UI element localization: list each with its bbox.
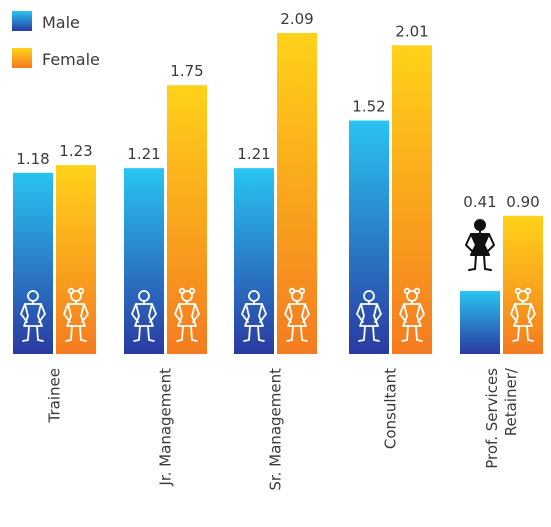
bar-male-2	[234, 168, 274, 354]
stick-figure-male-icon-0	[20, 290, 46, 342]
category-label-4: Retainer/Prof. Services	[483, 367, 520, 469]
bar-male-1	[124, 168, 164, 354]
category-label-2: Sr. Management	[267, 368, 285, 491]
category-label-0: Trainee	[46, 368, 64, 423]
legend: Male Female	[12, 11, 100, 69]
stick-figure-black-icon-4	[465, 219, 495, 271]
stick-figure-male-icon-2	[241, 290, 267, 342]
bar-male-4	[460, 291, 500, 354]
category-labels-group: Trainee Jr. Management Sr. Management Consu…	[46, 367, 521, 491]
legend-label-male: Male	[42, 13, 80, 32]
category-label-0-line-0: Trainee	[46, 368, 64, 423]
category-label-4-line-0: Retainer/	[502, 367, 520, 436]
value-labels-group: 1.18 1.23 1.21 1.75 1.21 2.09 1.52 2.01 0.41 0.90	[16, 10, 539, 211]
value-label-female-2: 2.09	[280, 10, 313, 28]
bar-male-0	[13, 172, 53, 354]
category-label-3-line-0: Consultant	[382, 368, 400, 449]
category-label-4-line-1: Prof. Services	[483, 368, 501, 469]
value-label-male-4: 0.41	[463, 193, 496, 211]
bar-female-2	[277, 33, 317, 354]
category-label-1-line-0: Jr. Management	[157, 368, 175, 487]
bar-female-4	[503, 215, 543, 354]
category-label-1: Jr. Management	[157, 368, 175, 487]
legend-item-female: Female	[12, 48, 100, 69]
legend-swatch-female	[12, 48, 32, 68]
legend-label-female: Female	[42, 50, 100, 69]
stick-figure-female-icon-1	[174, 287, 200, 342]
stick-figure-female-icon-4	[510, 287, 536, 342]
category-label-3: Consultant	[382, 368, 400, 449]
value-label-female-0: 1.23	[59, 142, 92, 160]
bar-female-0	[56, 165, 96, 354]
stick-figure-female-icon-3	[399, 287, 425, 342]
stick-figure-male-icon-3	[356, 290, 382, 342]
stick-figure-female-icon-0	[63, 287, 89, 342]
bar-male-3	[349, 120, 389, 354]
value-label-male-2: 1.21	[237, 145, 270, 163]
value-label-female-1: 1.75	[170, 62, 203, 80]
value-label-male-3: 1.52	[352, 98, 385, 116]
bar-female-3	[392, 45, 432, 355]
stick-figure-male-icon-1	[131, 290, 157, 342]
value-label-female-3: 2.01	[395, 22, 428, 40]
legend-item-male: Male	[12, 11, 80, 32]
category-label-2-line-0: Sr. Management	[267, 368, 285, 491]
stick-figure-female-icon-2	[284, 287, 310, 342]
value-label-male-0: 1.18	[16, 150, 49, 168]
bar-female-1	[167, 85, 207, 354]
value-label-female-4: 0.90	[506, 193, 539, 211]
figures-group	[20, 219, 536, 342]
value-label-male-1: 1.21	[127, 145, 160, 163]
legend-swatch-male	[12, 11, 32, 31]
